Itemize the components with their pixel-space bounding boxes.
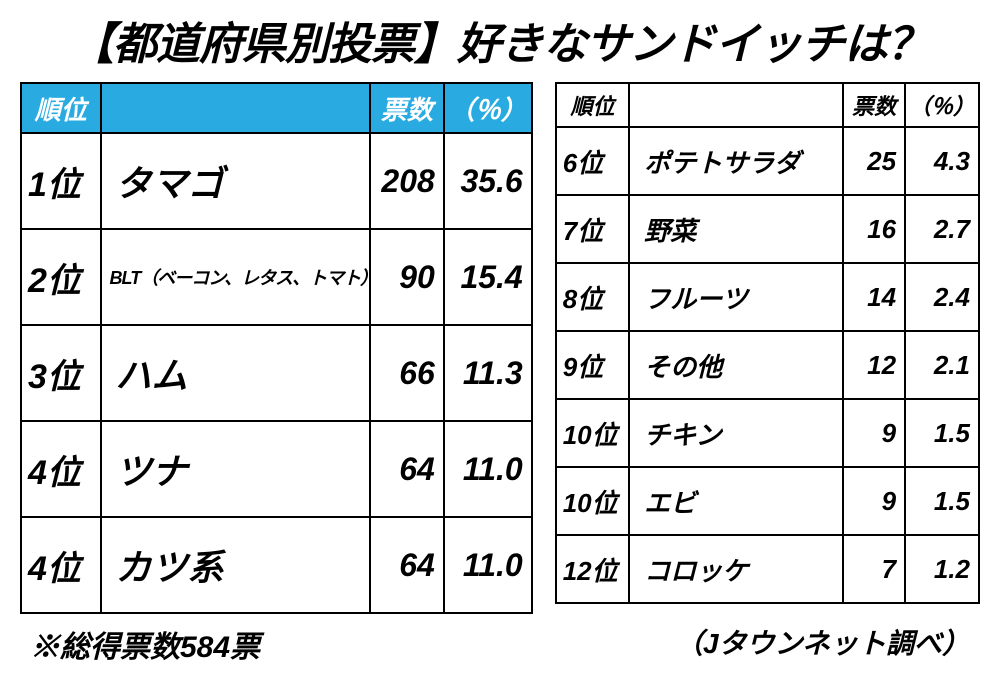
cell-pct: 2.4 [905,263,979,331]
header-votes: 票数 [370,83,444,133]
cell-votes: 14 [843,263,905,331]
header-votes: 票数 [843,83,905,127]
cell-pct: 11.3 [444,325,532,421]
cell-name: エビ [629,467,843,535]
cell-votes: 64 [370,517,444,613]
cell-rank: 2位 [21,229,101,325]
cell-rank: 1位 [21,133,101,229]
cell-name: ポテトサラダ [629,127,843,195]
header-pct: （％） [905,83,979,127]
cell-rank: 12位 [556,535,630,603]
cell-pct: 2.1 [905,331,979,399]
cell-name: フルーツ [629,263,843,331]
cell-rank: 8位 [556,263,630,331]
cell-rank: 3位 [21,325,101,421]
cell-name: チキン [629,399,843,467]
header-rank: 順位 [21,83,101,133]
tables-container: 順位 票数 （％） 1位タマゴ20835.62位BLT（ベーコン、レタス、トマト… [20,82,980,614]
header-pct: （％） [444,83,532,133]
table-row: 10位エビ91.5 [556,467,979,535]
table-row: 4位ツナ6411.0 [21,421,532,517]
table-row: 10位チキン91.5 [556,399,979,467]
page-title: 【都道府県別投票】好きなサンドイッチは？ [20,8,980,72]
cell-votes: 7 [843,535,905,603]
cell-pct: 4.3 [905,127,979,195]
table-row: 3位ハム6611.3 [21,325,532,421]
cell-rank: 9位 [556,331,630,399]
cell-name: ハム [101,325,370,421]
cell-rank: 4位 [21,421,101,517]
cell-rank: 6位 [556,127,630,195]
table-row: 6位ポテトサラダ254.3 [556,127,979,195]
cell-name: 野菜 [629,195,843,263]
table-row: 12位コロッケ71.2 [556,535,979,603]
cell-name: コロッケ [629,535,843,603]
cell-pct: 15.4 [444,229,532,325]
table-row: 8位フルーツ142.4 [556,263,979,331]
cell-pct: 1.5 [905,399,979,467]
header-name [101,83,370,133]
footer-total-votes: ※総得票数584票 [30,622,260,666]
cell-votes: 12 [843,331,905,399]
cell-votes: 25 [843,127,905,195]
header-name [629,83,843,127]
cell-rank: 10位 [556,399,630,467]
cell-name: ツナ [101,421,370,517]
table-row: 2位BLT（ベーコン、レタス、トマト）9015.4 [21,229,532,325]
ranking-table-left: 順位 票数 （％） 1位タマゴ20835.62位BLT（ベーコン、レタス、トマト… [20,82,533,614]
cell-votes: 9 [843,467,905,535]
cell-votes: 208 [370,133,444,229]
cell-name: カツ系 [101,517,370,613]
cell-pct: 2.7 [905,195,979,263]
cell-name: タマゴ [101,133,370,229]
footer: ※総得票数584票 （Jタウンネット調べ） [20,622,980,666]
cell-rank: 7位 [556,195,630,263]
cell-pct: 11.0 [444,517,532,613]
cell-rank: 10位 [556,467,630,535]
table-row: 1位タマゴ20835.6 [21,133,532,229]
cell-pct: 35.6 [444,133,532,229]
footer-source: （Jタウンネット調べ） [675,622,970,666]
ranking-table-right: 順位 票数 （％） 6位ポテトサラダ254.37位野菜162.78位フルーツ14… [555,82,980,604]
table-header-row: 順位 票数 （％） [556,83,979,127]
table-row: 9位その他122.1 [556,331,979,399]
table-row: 4位カツ系6411.0 [21,517,532,613]
cell-pct: 1.5 [905,467,979,535]
cell-votes: 16 [843,195,905,263]
cell-name: その他 [629,331,843,399]
table-row: 7位野菜162.7 [556,195,979,263]
cell-votes: 90 [370,229,444,325]
cell-pct: 11.0 [444,421,532,517]
cell-name: BLT（ベーコン、レタス、トマト） [101,229,370,325]
table-header-row: 順位 票数 （％） [21,83,532,133]
header-rank: 順位 [556,83,630,127]
cell-votes: 64 [370,421,444,517]
cell-votes: 9 [843,399,905,467]
cell-pct: 1.2 [905,535,979,603]
cell-rank: 4位 [21,517,101,613]
cell-votes: 66 [370,325,444,421]
